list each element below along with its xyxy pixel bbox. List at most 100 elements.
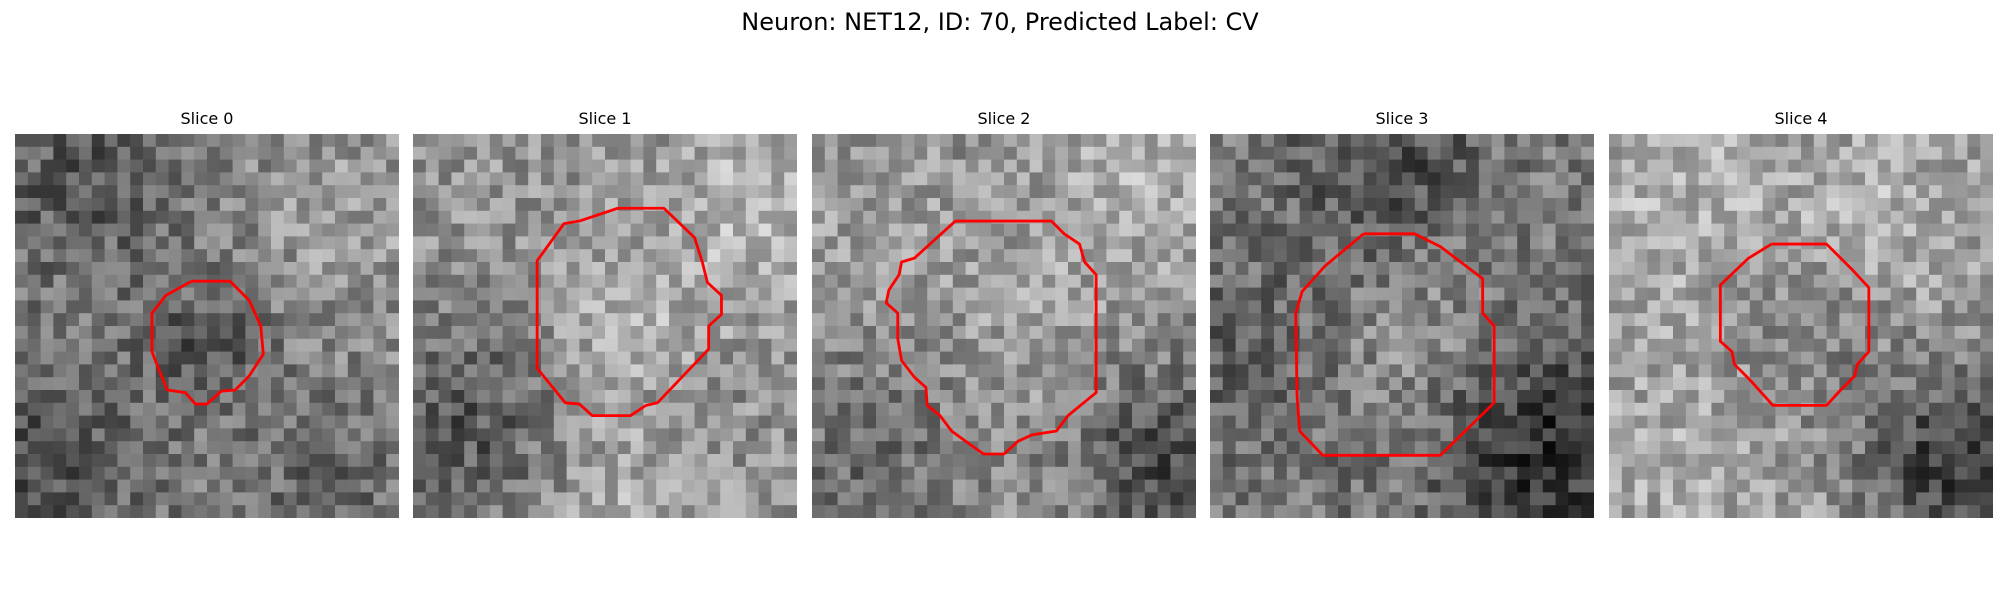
pixel <box>413 505 427 518</box>
pixel <box>143 505 157 518</box>
pixel <box>1737 390 1751 404</box>
pixel <box>27 274 41 288</box>
pixel <box>1222 338 1236 352</box>
pixel <box>1916 441 1930 455</box>
pixel <box>952 236 966 250</box>
pixel <box>219 313 233 327</box>
pixel <box>130 313 144 327</box>
pixel <box>477 274 491 288</box>
pixel <box>1042 492 1056 506</box>
pixel <box>79 441 93 455</box>
pixel <box>707 466 721 480</box>
pixel <box>1890 377 1904 391</box>
pixel <box>347 185 361 199</box>
pixel <box>1517 402 1531 416</box>
pixel <box>1299 351 1313 365</box>
pixel <box>1170 428 1184 442</box>
pixel <box>617 364 631 378</box>
pixel <box>1634 146 1648 160</box>
pixel <box>1222 172 1236 186</box>
pixel <box>1504 313 1518 327</box>
pixel <box>1685 274 1699 288</box>
pixel <box>1312 300 1326 314</box>
pixel <box>1903 313 1917 327</box>
pixel <box>168 338 182 352</box>
pixel <box>1877 377 1891 391</box>
pixel <box>130 390 144 404</box>
pixel <box>914 223 928 237</box>
pixel <box>1093 492 1107 506</box>
pixel <box>1826 492 1840 506</box>
pixel <box>733 326 747 340</box>
pixel <box>66 326 80 340</box>
pixel <box>360 326 374 340</box>
pixel <box>566 415 580 429</box>
pixel <box>155 415 169 429</box>
pixel <box>296 351 310 365</box>
pixel <box>1286 210 1300 224</box>
pixel <box>373 377 387 391</box>
pixel <box>1248 441 1262 455</box>
pixel <box>219 287 233 301</box>
pixel <box>758 338 772 352</box>
pixel <box>1440 210 1454 224</box>
pixel <box>27 249 41 263</box>
pixel <box>1016 338 1030 352</box>
pixel <box>914 390 928 404</box>
pixel <box>901 479 915 493</box>
pixel <box>1609 454 1623 468</box>
pixel <box>40 492 54 506</box>
pixel <box>1980 198 1993 212</box>
pixel <box>271 274 285 288</box>
pixel <box>528 287 542 301</box>
pixel <box>207 172 221 186</box>
pixel <box>656 172 670 186</box>
pixel <box>1478 236 1492 250</box>
pixel <box>1325 377 1339 391</box>
pixel <box>1749 185 1763 199</box>
pixel <box>1453 300 1467 314</box>
pixel <box>373 454 387 468</box>
pixel <box>1517 159 1531 173</box>
pixel <box>1698 185 1712 199</box>
pixel <box>245 172 259 186</box>
pixel <box>283 300 297 314</box>
pixel <box>1312 454 1326 468</box>
pixel <box>1929 390 1943 404</box>
pixel <box>130 185 144 199</box>
pixel <box>271 262 285 276</box>
pixel <box>1183 338 1196 352</box>
pixel <box>1839 172 1853 186</box>
pixel <box>1440 479 1454 493</box>
pixel <box>1852 134 1866 148</box>
pixel <box>1119 210 1133 224</box>
pixel <box>53 364 67 378</box>
pixel <box>1144 262 1158 276</box>
pixel <box>271 441 285 455</box>
pixel <box>1621 313 1635 327</box>
pixel <box>1762 351 1776 365</box>
pixel <box>438 454 452 468</box>
pixel <box>952 287 966 301</box>
pixel <box>477 390 491 404</box>
pixel <box>1016 185 1030 199</box>
pixel <box>1788 313 1802 327</box>
pixel <box>40 466 54 480</box>
pixel <box>541 492 555 506</box>
pixel <box>876 466 890 480</box>
pixel <box>15 300 29 314</box>
pixel <box>1338 364 1352 378</box>
pixel <box>745 390 759 404</box>
pixel <box>502 377 516 391</box>
pixel <box>245 415 259 429</box>
pixel <box>1865 134 1879 148</box>
pixel <box>1106 134 1120 148</box>
pixel <box>630 300 644 314</box>
pixel <box>1389 274 1403 288</box>
pixel <box>1068 415 1082 429</box>
pixel <box>1775 210 1789 224</box>
pixel <box>1621 159 1635 173</box>
pixel <box>66 146 80 160</box>
pixel <box>876 479 890 493</box>
pixel <box>27 172 41 186</box>
